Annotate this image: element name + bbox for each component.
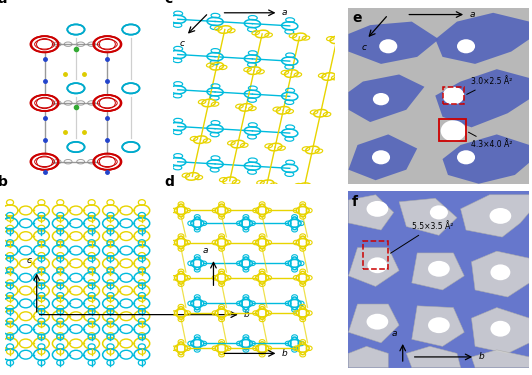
Text: c: c: [165, 0, 173, 6]
Polygon shape: [348, 248, 399, 286]
Ellipse shape: [430, 206, 448, 219]
Ellipse shape: [379, 39, 397, 53]
Polygon shape: [471, 251, 529, 297]
Polygon shape: [412, 306, 464, 347]
Ellipse shape: [428, 317, 450, 333]
Text: f: f: [352, 195, 358, 209]
Ellipse shape: [491, 321, 510, 337]
Text: c: c: [361, 43, 366, 52]
Text: b: b: [281, 349, 287, 358]
Text: 3.0×2.5 Å²: 3.0×2.5 Å²: [467, 77, 513, 94]
Polygon shape: [348, 134, 417, 180]
Ellipse shape: [368, 257, 387, 273]
Text: 5.5×3.5 Å²: 5.5×3.5 Å²: [390, 222, 453, 253]
Text: d: d: [165, 176, 174, 189]
Text: a: a: [470, 10, 475, 19]
Text: a: a: [0, 0, 7, 6]
Text: b: b: [0, 176, 7, 189]
Text: c: c: [179, 39, 185, 48]
Polygon shape: [348, 195, 394, 230]
Polygon shape: [406, 346, 461, 368]
Bar: [363, 241, 388, 269]
Polygon shape: [435, 13, 529, 64]
Polygon shape: [471, 308, 529, 353]
Text: b: b: [244, 310, 250, 319]
Text: 4.3×4.0 Å²: 4.3×4.0 Å²: [469, 132, 513, 150]
Ellipse shape: [367, 201, 388, 217]
Ellipse shape: [443, 87, 464, 104]
Text: b: b: [479, 352, 485, 362]
Polygon shape: [443, 134, 529, 184]
Polygon shape: [399, 198, 457, 236]
Polygon shape: [348, 346, 388, 368]
Ellipse shape: [491, 264, 510, 280]
Polygon shape: [471, 350, 529, 368]
Ellipse shape: [440, 120, 466, 141]
Polygon shape: [348, 75, 425, 122]
Ellipse shape: [373, 93, 389, 105]
Text: c: c: [27, 256, 32, 265]
Bar: [439, 118, 466, 141]
Ellipse shape: [457, 150, 475, 164]
Polygon shape: [412, 253, 464, 290]
Text: e: e: [352, 11, 362, 25]
Ellipse shape: [428, 261, 450, 277]
Text: a: a: [281, 8, 287, 17]
Polygon shape: [435, 69, 529, 128]
Text: a: a: [203, 246, 209, 255]
Ellipse shape: [372, 150, 390, 164]
Polygon shape: [348, 22, 439, 64]
Polygon shape: [461, 195, 529, 237]
Ellipse shape: [457, 39, 475, 53]
Bar: [443, 87, 464, 104]
Ellipse shape: [367, 314, 388, 330]
Text: a: a: [392, 328, 397, 338]
Ellipse shape: [489, 208, 511, 224]
Polygon shape: [348, 304, 399, 343]
